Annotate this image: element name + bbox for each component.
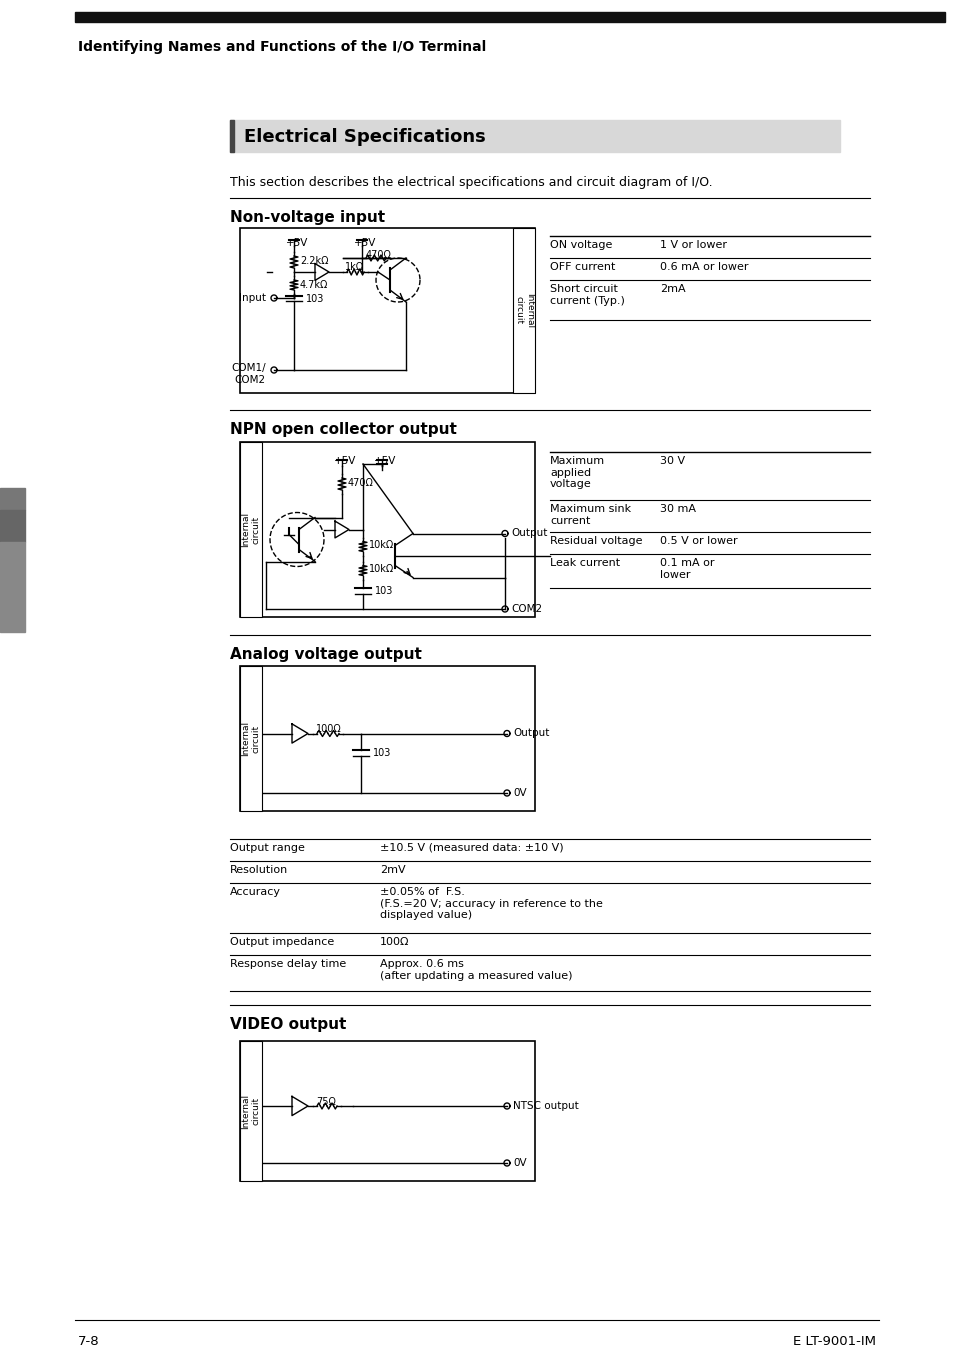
Text: Leak current: Leak current	[550, 558, 619, 568]
Text: ±0.05% of  F.S.
(F.S.=20 V; accuracy in reference to the
displayed value): ±0.05% of F.S. (F.S.=20 V; accuracy in r…	[379, 887, 602, 921]
Circle shape	[360, 527, 365, 532]
Text: 0V: 0V	[513, 789, 526, 798]
Text: 30 V: 30 V	[659, 456, 684, 466]
Text: Analog voltage output: Analog voltage output	[230, 647, 421, 662]
Text: 103: 103	[375, 585, 393, 596]
Text: COM2: COM2	[511, 604, 541, 613]
Text: Output impedance: Output impedance	[230, 937, 334, 948]
Text: COM2: COM2	[234, 375, 266, 386]
Text: 0.6 mA or lower: 0.6 mA or lower	[659, 262, 748, 272]
Text: 470Ω: 470Ω	[348, 479, 374, 488]
Text: +5V: +5V	[354, 239, 376, 248]
Text: 0V: 0V	[513, 1158, 526, 1167]
Text: E LT-9001-IM: E LT-9001-IM	[792, 1335, 875, 1348]
Text: VIDEO output: VIDEO output	[230, 1016, 346, 1033]
Text: Electrical Specifications: Electrical Specifications	[244, 128, 485, 146]
Bar	[230, 120, 233, 152]
Text: +5V: +5V	[334, 456, 356, 466]
Bar	[240, 442, 535, 617]
Text: 100Ω: 100Ω	[379, 937, 409, 948]
Text: NTSC output: NTSC output	[513, 1101, 578, 1111]
Bar	[240, 1041, 262, 1181]
Bar	[240, 442, 262, 617]
Text: This section describes the electrical specifications and circuit diagram of I/O.: This section describes the electrical sp…	[230, 177, 712, 189]
Text: COM1/: COM1/	[232, 363, 266, 373]
Bar	[240, 666, 535, 811]
Text: Internal
circuit: Internal circuit	[241, 1093, 260, 1128]
Circle shape	[358, 731, 363, 736]
Circle shape	[360, 553, 365, 558]
Text: Internal
circuit: Internal circuit	[241, 512, 260, 547]
Text: 7-8: 7-8	[78, 1335, 99, 1348]
Text: 1kΩ: 1kΩ	[345, 262, 364, 272]
Bar	[240, 666, 262, 811]
Text: Short circuit
current (Typ.): Short circuit current (Typ.)	[550, 284, 624, 306]
Text: Residual voltage: Residual voltage	[550, 537, 641, 546]
Text: 30 mA: 30 mA	[659, 504, 696, 514]
Text: ON voltage: ON voltage	[550, 240, 612, 249]
Text: +5V: +5V	[286, 239, 308, 248]
Text: 0.5 V or lower: 0.5 V or lower	[659, 537, 737, 546]
Text: 10kΩ: 10kΩ	[369, 541, 394, 550]
Text: Internal
circuit: Internal circuit	[514, 293, 533, 328]
Text: +5V: +5V	[374, 456, 395, 466]
Text: 4.7kΩ: 4.7kΩ	[299, 280, 328, 290]
Bar	[513, 228, 535, 394]
Text: 103: 103	[373, 748, 391, 758]
Text: Accuracy: Accuracy	[230, 887, 281, 896]
Text: NPN open collector output: NPN open collector output	[230, 422, 456, 437]
Text: Chapter: Chapter	[0, 495, 28, 504]
Bar	[75, 12, 944, 22]
Text: Identifying Names and Functions of the I/O Terminal: Identifying Names and Functions of the I…	[78, 40, 486, 54]
Text: Maximum sink
current: Maximum sink current	[550, 504, 631, 526]
Bar	[240, 228, 535, 394]
Text: 10kΩ: 10kΩ	[369, 565, 394, 574]
Circle shape	[350, 1104, 355, 1108]
Text: Internal
circuit: Internal circuit	[241, 721, 260, 756]
Text: 2.2kΩ: 2.2kΩ	[299, 256, 328, 266]
Text: OFF current: OFF current	[550, 262, 615, 272]
Text: Output range: Output range	[230, 842, 305, 853]
Text: Maximum
applied
voltage: Maximum applied voltage	[550, 456, 604, 489]
Circle shape	[292, 270, 296, 275]
Text: Response delay time: Response delay time	[230, 958, 346, 969]
Text: Output: Output	[511, 528, 547, 538]
Text: Approx. 0.6 ms
(after updating a measured value): Approx. 0.6 ms (after updating a measure…	[379, 958, 572, 980]
Text: 2mV: 2mV	[379, 865, 405, 875]
Bar	[240, 1041, 535, 1181]
Bar	[230, 120, 840, 152]
Bar	[0, 542, 25, 632]
Text: Input: Input	[239, 293, 266, 303]
Text: 7: 7	[4, 516, 20, 537]
Text: Output: Output	[513, 728, 549, 739]
Text: 2mA: 2mA	[659, 284, 685, 294]
Bar	[0, 510, 25, 542]
Text: 470Ω: 470Ω	[366, 249, 392, 260]
Text: Resolution: Resolution	[230, 865, 288, 875]
Text: 75Ω: 75Ω	[315, 1097, 335, 1107]
Text: I/O Terminal: I/O Terminal	[7, 558, 17, 616]
Text: 103: 103	[306, 294, 324, 303]
Bar	[0, 488, 25, 510]
Circle shape	[359, 270, 364, 275]
Text: ±10.5 V (measured data: ±10 V): ±10.5 V (measured data: ±10 V)	[379, 842, 563, 853]
Text: 100Ω: 100Ω	[315, 724, 341, 735]
Text: 0.1 mA or
lower: 0.1 mA or lower	[659, 558, 714, 580]
Text: 1 V or lower: 1 V or lower	[659, 240, 726, 249]
Text: Non-voltage input: Non-voltage input	[230, 210, 385, 225]
